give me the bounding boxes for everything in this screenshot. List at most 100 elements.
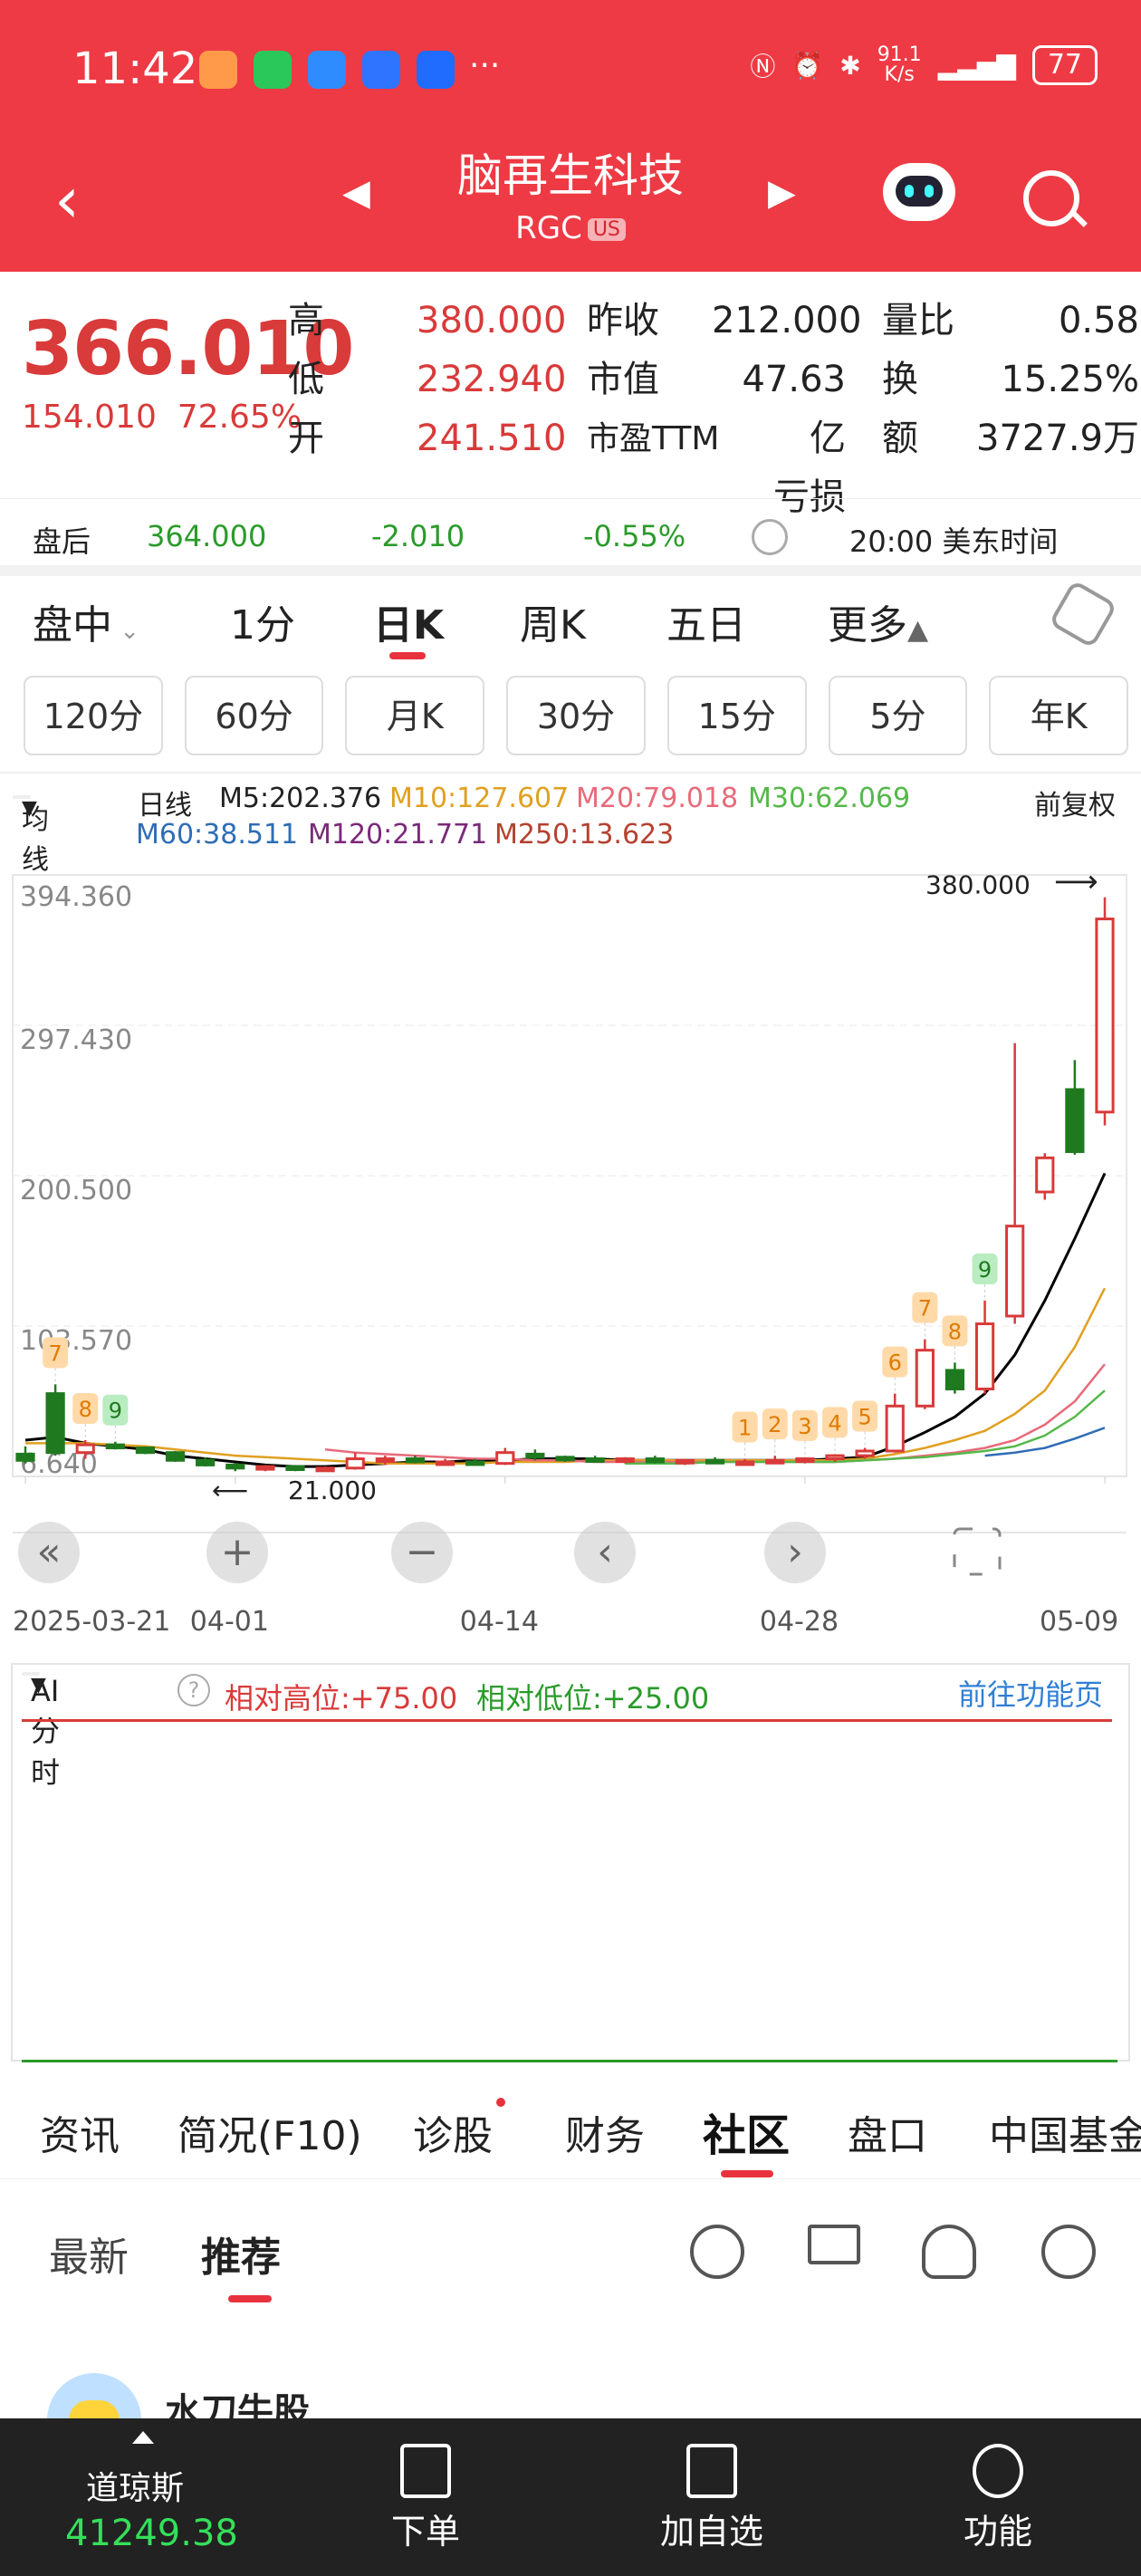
ai-assistant-icon[interactable] <box>883 163 955 221</box>
y-tick-label: 297.430 <box>20 1024 132 1056</box>
m10-line <box>25 1287 1107 1465</box>
header: 11:42 ··· Ⓝ ⏰ ✱ 91.1 K/s ▂▃▅▇ 77 ‹ ◀ 脑再生科… <box>0 0 1141 272</box>
chevron-right-icon[interactable] <box>764 1522 826 1583</box>
status-time: 11:42 <box>72 43 198 94</box>
chevron-right-icon-glyph[interactable]: › <box>787 1529 803 1575</box>
ma-dropdown[interactable]: 均线 ▼ <box>13 795 49 876</box>
index-value: 41249.38 <box>65 2513 238 2554</box>
community-sub-tabs: 最新 推荐 <box>0 2192 1141 2302</box>
dropdown-arrow-icon: ▼ <box>31 1674 46 1697</box>
signal-icon: ▂▃▅▇ <box>937 50 1016 81</box>
next-stock-icon[interactable]: ▶ <box>768 172 796 214</box>
back-icon[interactable]: ‹ <box>54 163 80 237</box>
order-button[interactable]: 下单 <box>335 2444 516 2553</box>
add-watchlist-button[interactable]: 加自选 <box>621 2444 802 2553</box>
tab-intraday[interactable]: 盘中 ⌄ <box>33 602 140 649</box>
status-bar: 11:42 ··· Ⓝ ⏰ ✱ 91.1 K/s ▂▃▅▇ 77 <box>0 36 1141 109</box>
goto-feature-link[interactable]: 前往功能页 <box>958 1677 1104 1712</box>
candle-down <box>405 1457 426 1464</box>
zoom-in-icon-glyph[interactable]: + <box>221 1529 254 1575</box>
settings-icon[interactable] <box>1048 579 1118 649</box>
line-type: 日线 <box>138 790 192 822</box>
tab-china-fund[interactable]: 中国基金 <box>989 2113 1141 2159</box>
bottom-nav: 道琼斯 41249.38 下单 加自选 功能 <box>0 2418 1141 2576</box>
candle-down <box>105 1443 125 1450</box>
candle-up <box>315 1466 335 1473</box>
index-name[interactable]: 道琼斯 <box>86 2470 185 2507</box>
candle-down <box>585 1457 605 1464</box>
help-icon[interactable]: ? <box>177 1674 210 1706</box>
battery-icon: 77 <box>1031 45 1098 85</box>
chevron-left-icon[interactable] <box>574 1522 636 1583</box>
fullscreen-icon[interactable] <box>953 1527 1002 1576</box>
refresh-icon[interactable] <box>1041 2225 1096 2279</box>
period-30min[interactable]: 30分 <box>506 676 646 755</box>
pe-value: 亏损 <box>773 476 846 518</box>
arrow-right-icon: ⟶ <box>1054 864 1098 900</box>
zoom-out-icon[interactable] <box>391 1522 453 1583</box>
signal-number: 9 <box>109 1399 122 1424</box>
tab-orderbook[interactable]: 盘口 <box>848 2113 927 2159</box>
tab-community[interactable]: 社区 <box>703 2110 791 2161</box>
tab-diagnosis[interactable]: 诊股 <box>413 2113 493 2159</box>
candle-down <box>525 1452 545 1459</box>
arrow-left-icon: ⟵ <box>212 1475 248 1505</box>
nfc-icon: Ⓝ <box>750 52 776 82</box>
market-badge: US <box>587 218 626 241</box>
candle-down <box>285 1465 305 1472</box>
tab-1min[interactable]: 1分 <box>230 602 295 649</box>
signal-badge <box>72 1392 99 1424</box>
signal-badge <box>972 1253 998 1284</box>
period-yearly[interactable]: 年K <box>989 676 1129 755</box>
m60-line <box>984 1427 1106 1457</box>
period-120min[interactable]: 120分 <box>24 676 163 755</box>
tab-weekly-k[interactable]: 周K <box>520 602 586 649</box>
period-15min[interactable]: 15分 <box>666 676 807 755</box>
after-hours-label: 盘后 <box>33 524 91 559</box>
expand-up-icon[interactable] <box>132 2431 154 2444</box>
network-speed: 91.1 K/s <box>877 43 922 86</box>
prev-stock-icon[interactable]: ◀ <box>342 172 370 214</box>
candle-down <box>15 1452 35 1462</box>
k-line-chart[interactable]: 394.360297.430200.500103.5706.6402025-03… <box>0 859 1141 1656</box>
prev-close-value: 212.000 <box>712 300 862 341</box>
period-5min[interactable]: 5分 <box>828 676 968 755</box>
x-tick-label: 05-09 <box>1040 1606 1118 1638</box>
tab-daily-k[interactable]: 日K <box>373 602 445 649</box>
period-monthly[interactable]: 月K <box>345 676 485 755</box>
candle-up <box>1095 918 1115 1114</box>
mail-icon[interactable] <box>808 2225 860 2264</box>
zoom-in-icon[interactable] <box>206 1522 268 1583</box>
mktcap-value: 47.63亿 <box>742 359 846 459</box>
ai-dropdown[interactable]: AI分时 ▼ <box>22 1672 60 1790</box>
ma120-value: M120:21.771 <box>308 819 488 851</box>
fast-back-icon[interactable] <box>18 1522 80 1583</box>
adjust-mode[interactable]: 前复权 <box>1034 790 1116 822</box>
features-button[interactable]: 功能 <box>907 2444 1088 2553</box>
order-icon <box>400 2444 451 2498</box>
candle-up <box>345 1457 365 1470</box>
tab-finance[interactable]: 财务 <box>565 2113 645 2159</box>
tab-news[interactable]: 资讯 <box>40 2113 120 2159</box>
low-annotation: 21.000 <box>288 1475 377 1505</box>
signal-badge <box>762 1408 788 1440</box>
fast-back-icon-glyph[interactable]: « <box>37 1529 62 1575</box>
tab-overview[interactable]: 简况(F10) <box>177 2113 362 2159</box>
relative-high-line <box>22 1719 1112 1722</box>
tab-latest[interactable]: 最新 <box>49 2235 129 2281</box>
chevron-left-icon-glyph[interactable]: ‹ <box>597 1529 613 1575</box>
period-60min[interactable]: 60分 <box>184 676 324 755</box>
tab-recommended[interactable]: 推荐 <box>201 2235 281 2281</box>
zoom-out-icon-glyph[interactable]: − <box>406 1529 439 1575</box>
candle-down <box>225 1463 245 1470</box>
tab-five-day[interactable]: 五日 <box>666 602 746 649</box>
post-item[interactable]: 水刀牛股 <box>0 2355 1141 2467</box>
signal-number: 8 <box>79 1397 92 1422</box>
signal-number: 6 <box>888 1350 902 1376</box>
tab-more[interactable]: 更多▲ <box>828 602 929 649</box>
add-icon <box>686 2444 737 2498</box>
post-icon[interactable] <box>690 2225 744 2279</box>
search-icon[interactable] <box>1023 170 1079 226</box>
user-icon[interactable] <box>922 2225 976 2279</box>
vol-ratio-value: 0.58 <box>1058 300 1139 341</box>
